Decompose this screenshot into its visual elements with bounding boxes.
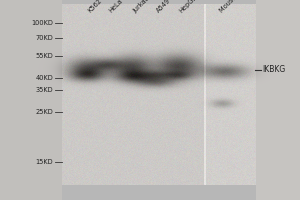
Text: HeLa: HeLa xyxy=(108,0,124,14)
Text: 100KD: 100KD xyxy=(31,20,53,26)
Text: Mouse liver: Mouse liver xyxy=(218,0,249,14)
Text: 35KD: 35KD xyxy=(35,87,53,93)
Text: IKBKG: IKBKG xyxy=(262,66,285,74)
Text: HepG2: HepG2 xyxy=(178,0,198,14)
Text: 55KD: 55KD xyxy=(35,53,53,59)
Text: Jurkat: Jurkat xyxy=(132,0,150,14)
Text: A549: A549 xyxy=(155,0,171,14)
Text: K562: K562 xyxy=(87,0,103,14)
Text: 40KD: 40KD xyxy=(35,75,53,81)
Text: 70KD: 70KD xyxy=(35,35,53,41)
Text: 15KD: 15KD xyxy=(35,159,53,165)
Text: 25KD: 25KD xyxy=(35,109,53,115)
